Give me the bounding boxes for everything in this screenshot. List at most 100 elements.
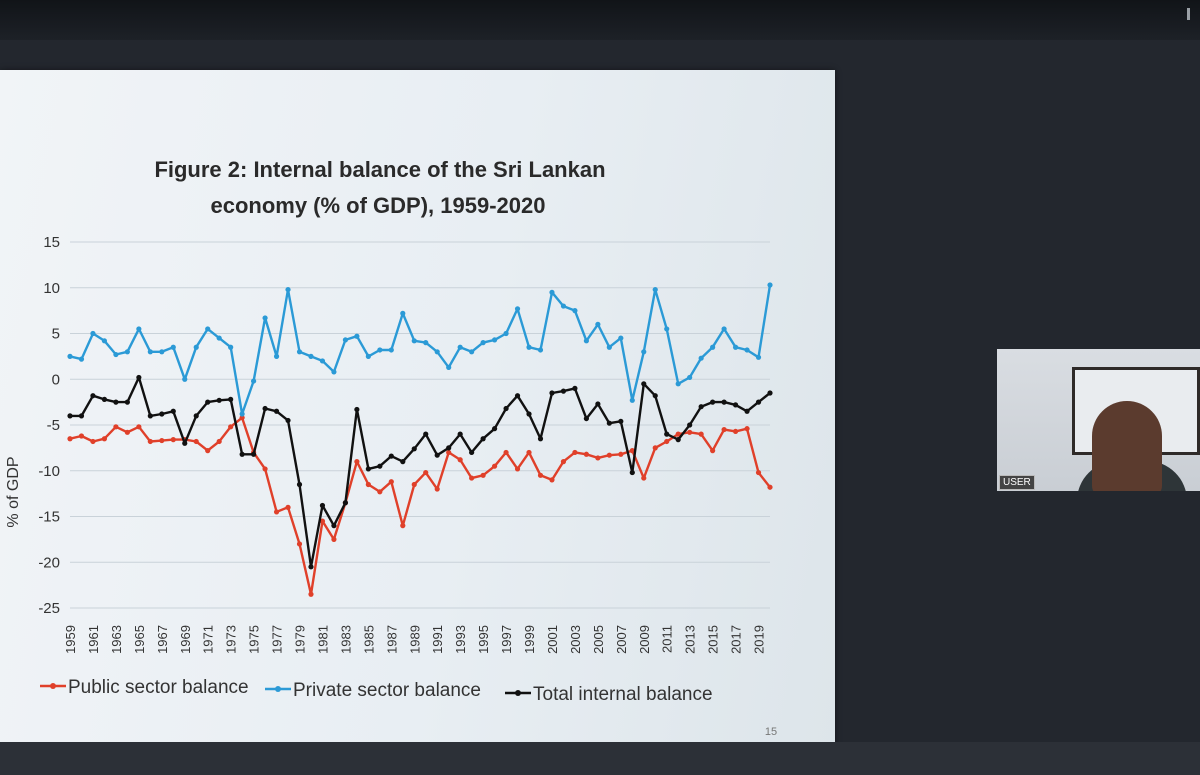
data-point	[251, 378, 257, 384]
data-point	[687, 374, 693, 381]
chart-title: Figure 2: Internal balance of the Sri La…	[154, 157, 605, 218]
data-point	[147, 438, 153, 445]
y-tick-label: -10	[38, 463, 60, 480]
legend-swatch-marker	[275, 686, 281, 692]
data-point	[308, 353, 314, 359]
data-point	[273, 408, 280, 414]
data-point	[319, 358, 326, 364]
data-point	[136, 326, 142, 332]
data-point	[606, 420, 612, 426]
legend: Public sector balance Private sector bala…	[40, 677, 713, 705]
x-tick-label: 1993	[453, 625, 468, 654]
data-point	[308, 591, 314, 597]
y-tick-label: -5	[47, 417, 60, 434]
data-point	[469, 475, 475, 481]
data-point	[446, 445, 452, 451]
data-point	[423, 469, 429, 476]
x-tick-label: 1959	[63, 625, 78, 654]
data-point	[101, 436, 108, 442]
data-point	[457, 457, 463, 463]
data-point	[732, 344, 739, 350]
data-point	[572, 385, 578, 391]
data-point	[618, 418, 624, 424]
data-point	[744, 347, 750, 353]
data-point	[767, 282, 773, 288]
data-point	[113, 351, 119, 358]
participant-head	[1092, 401, 1162, 491]
data-point	[159, 349, 165, 355]
data-point	[595, 401, 601, 407]
data-point	[262, 466, 268, 472]
data-point	[308, 564, 314, 570]
data-point	[710, 344, 716, 350]
data-point	[491, 337, 498, 343]
data-point	[710, 399, 716, 405]
data-point	[457, 344, 463, 350]
data-point	[675, 437, 681, 443]
data-point	[400, 310, 406, 316]
x-tick-label: 2013	[683, 625, 698, 654]
data-point	[687, 422, 693, 428]
legend-item: Private sector balance	[265, 680, 481, 701]
data-point	[687, 429, 693, 435]
data-point	[423, 431, 429, 437]
x-tick-label: 1967	[155, 625, 170, 654]
legend-label: Total internal balance	[533, 684, 713, 705]
data-point	[503, 449, 509, 456]
data-point	[526, 449, 532, 456]
data-point	[675, 431, 681, 437]
data-point	[411, 446, 417, 452]
data-point	[698, 431, 704, 437]
legend-label: Private sector balance	[293, 680, 481, 701]
y-tick-label: 10	[43, 280, 60, 297]
data-point	[193, 344, 199, 350]
data-point	[503, 330, 509, 337]
data-point	[400, 459, 406, 465]
data-point	[170, 437, 176, 443]
participant-video-tile[interactable]	[997, 349, 1200, 491]
line-chart: Figure 2: Internal balance of the Sri La…	[5, 157, 777, 738]
data-point	[618, 451, 624, 457]
data-point	[377, 489, 383, 495]
data-point	[365, 353, 371, 359]
data-point	[159, 411, 165, 417]
data-point	[514, 306, 521, 312]
data-point	[388, 453, 394, 459]
data-point	[629, 448, 635, 454]
meeting-bottom-bar	[0, 742, 1200, 775]
screen-top-bar	[0, 0, 1200, 40]
chart-title-line-2: economy (% of GDP), 1959-2020	[210, 193, 545, 218]
series-line	[69, 284, 772, 416]
data-point	[721, 426, 727, 433]
data-point	[78, 356, 85, 362]
x-tick-label: 1997	[499, 625, 514, 654]
data-point	[537, 436, 544, 442]
data-point	[182, 440, 188, 446]
data-point	[377, 463, 383, 469]
data-point	[595, 455, 601, 461]
y-tick-label: -20	[38, 554, 60, 571]
data-point	[273, 353, 280, 359]
data-point	[664, 326, 670, 332]
data-point	[78, 413, 85, 419]
data-point	[744, 426, 750, 432]
data-point	[296, 541, 303, 547]
data-point	[101, 338, 108, 344]
data-point	[641, 475, 647, 481]
participant-name-label: USER	[999, 475, 1035, 490]
series-total-internal-balance	[67, 374, 773, 570]
data-point	[216, 397, 222, 403]
data-point	[560, 459, 567, 465]
data-point	[342, 337, 349, 343]
data-point	[572, 308, 578, 314]
data-point	[732, 402, 739, 408]
data-point	[67, 413, 73, 419]
x-tick-label: 1969	[178, 625, 193, 654]
x-tick-label: 1961	[86, 625, 101, 654]
data-point	[273, 509, 280, 515]
data-point	[136, 424, 142, 430]
data-point	[319, 518, 326, 524]
data-point	[698, 355, 704, 361]
data-point	[641, 381, 647, 387]
data-point	[652, 286, 658, 293]
